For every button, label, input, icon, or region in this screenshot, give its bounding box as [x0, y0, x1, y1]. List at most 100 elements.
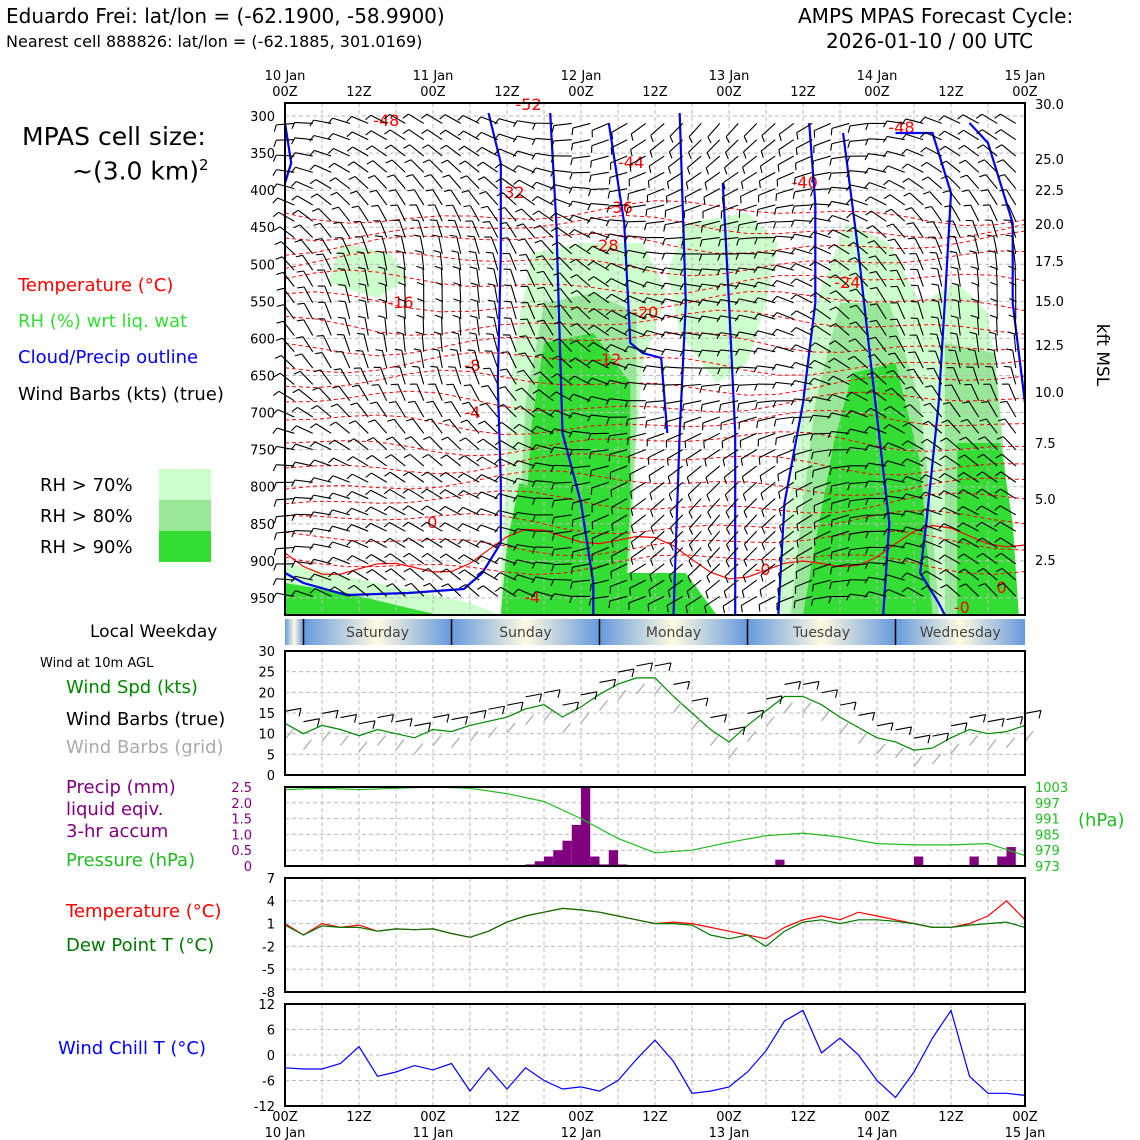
wind-barb-flag [957, 472, 964, 478]
wind-barb [981, 537, 998, 548]
wind-barb-flag [882, 165, 889, 172]
wind-barb [720, 237, 739, 241]
wind-barb-flag [568, 229, 575, 235]
wind-barb [704, 171, 721, 184]
wind-barb [463, 145, 480, 157]
wind-barb-flag [313, 222, 321, 226]
wind-barb [815, 325, 832, 336]
pressure-tick-label: 700 [250, 407, 275, 422]
wind-barb [669, 514, 684, 529]
wind-barb-flag [291, 530, 296, 538]
wind-barb [393, 418, 406, 434]
wind-barb [796, 293, 813, 304]
wind-barb-flag [368, 419, 376, 423]
wind-barb-flag [276, 287, 284, 291]
wind-barb [610, 139, 628, 149]
precip-tick: 1.0 [231, 828, 252, 843]
wind-barb [683, 349, 702, 353]
wind-barb [649, 563, 665, 576]
wind-barb-flag [309, 164, 316, 171]
wind-barb-flag [688, 511, 693, 519]
wind-barb [507, 351, 517, 369]
rh-shading [285, 213, 1019, 615]
wind-barb-flag [365, 554, 372, 560]
wind-barb [964, 454, 980, 467]
wind-barb [722, 595, 739, 607]
wind-barb [520, 405, 536, 418]
wind-barb [390, 568, 406, 581]
wind-barb-flag [309, 119, 315, 127]
cell-size-value: ~(3.0 km)2 [72, 156, 209, 185]
wind-barb-flag [718, 404, 722, 412]
wind-barb [543, 303, 554, 320]
wind-barb [590, 202, 609, 206]
wind-barb-flag [531, 426, 538, 432]
wind-barb [628, 295, 646, 304]
wind-barb-flag [356, 251, 364, 254]
wind-barb-flag [648, 589, 651, 597]
wind-barb-flag [291, 195, 298, 201]
wind-barb [667, 579, 684, 592]
wind-barb-flag [387, 418, 395, 422]
wind-barb [335, 177, 351, 190]
wind-barb [796, 310, 813, 320]
cell-size-text: ~(3.0 km) [72, 156, 199, 186]
wind-barb-flag [889, 318, 898, 321]
wind-barb-flag [775, 437, 777, 446]
wind-barb-flag [568, 393, 574, 400]
legend-rh: RH (%) wrt liq. wat [18, 311, 188, 332]
wind-barb [950, 205, 961, 222]
wind-barb-flag [610, 147, 613, 155]
wind-barb-flag [535, 336, 543, 340]
top-time-label: 12Z [938, 85, 964, 100]
wind-barb [297, 406, 314, 418]
surface-wind-barb [932, 732, 949, 737]
wind-barb-flag [704, 459, 707, 467]
wind-barb [296, 195, 314, 206]
wind-barb-flag [346, 491, 353, 497]
surface-wind-barb-flag [390, 714, 395, 723]
wind-barb [553, 169, 572, 173]
wind-barb-flag [845, 198, 852, 205]
wind-barb-flag [754, 237, 758, 245]
wind-barb-flag [828, 340, 836, 345]
wind-barb [684, 416, 702, 424]
wind-barb [333, 457, 350, 467]
wind-barb [471, 220, 480, 238]
wind-barb [706, 563, 721, 577]
wind-barb-flag [349, 190, 357, 194]
wind-barb-flag [432, 348, 440, 351]
wind-barb-flag [347, 161, 354, 166]
wind-barb-flag [623, 250, 629, 257]
wind-barb-flag [995, 144, 1003, 149]
wind-barb-flag [976, 552, 983, 558]
surface-wind-barb [451, 716, 468, 721]
wind-barb [849, 481, 868, 485]
wind-barb-flag [970, 314, 978, 319]
wind-barb [554, 198, 572, 206]
wind-barb [760, 563, 776, 576]
wind-barb-flag [773, 419, 777, 427]
wind-barb-flag [919, 116, 926, 123]
temperature-label: 0 [997, 578, 1007, 597]
wind-barb-flag [779, 542, 783, 550]
wind-barb [926, 161, 943, 173]
grid-wind-barb [488, 726, 497, 738]
wind-barb-flag [790, 362, 796, 369]
wind-barb-flag [421, 488, 428, 494]
profile-grid [285, 103, 1025, 615]
top-date-label: 12 Jan [561, 69, 602, 84]
wind-barb [557, 355, 573, 369]
wind-barb-flag [309, 543, 315, 551]
wind-barb [814, 246, 831, 255]
wind-barb [392, 583, 406, 597]
temperature-label: -0 [954, 598, 970, 617]
wind-barb-flag [811, 584, 814, 592]
wind-barb-flag [903, 192, 911, 197]
wind-barb [447, 583, 462, 597]
wind-barb [871, 210, 887, 222]
wind-barb [648, 155, 665, 167]
wind-barb [962, 489, 980, 500]
wind-barb-flag [755, 223, 758, 231]
wind-barb [759, 579, 776, 591]
